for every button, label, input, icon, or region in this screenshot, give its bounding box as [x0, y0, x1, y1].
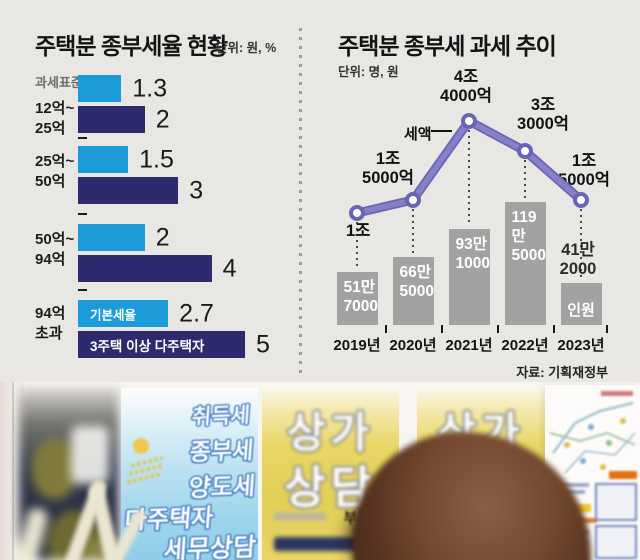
right-chart-title: 주택분 종부세 과세 추이 [338, 33, 557, 59]
tax-trend-chart: 51만 7000 2019년 1조 66만 5000 2020년 1조 5000억 93만 1000… [333, 68, 610, 354]
year-label: 2023년 [557, 337, 605, 354]
tax-point-marker [461, 113, 477, 129]
people-bar-value: 51만 7000 [343, 279, 378, 315]
tax-point-marker [573, 192, 589, 208]
tax-value-label: 4조 4000억 [440, 68, 492, 105]
year-label: 2019년 [333, 337, 381, 354]
group-tick [78, 137, 87, 139]
multi-owner-bar [78, 255, 212, 282]
people-bar-value: 66만 5000 [399, 264, 434, 300]
legend-multi-owner: 3주택 이상 다주택자 [90, 338, 205, 354]
bar-series-label: 인원 [567, 302, 595, 319]
basic-rate-value: 2.7 [179, 299, 214, 328]
group-tick [78, 289, 87, 291]
poster-a-line1: 상가 [286, 409, 375, 456]
people-bar: 인원 [560, 283, 602, 325]
basic-rate-bar [78, 75, 122, 102]
basic-rate-value: 2 [155, 223, 170, 252]
basic-rate-bar [78, 146, 129, 173]
multi-owner-value: 3 [189, 176, 204, 205]
multi-owner-value: 2 [155, 105, 170, 134]
poster-line-acquisition-tax: 취득세 [191, 403, 251, 430]
left-chart-title: 주택분 종부세율 현황 [35, 33, 228, 59]
tax-consulting-poster: 취득세 종부세 양도세 다주택자 세무상담 [121, 388, 258, 560]
year-label: 2020년 [389, 337, 437, 354]
poster-line-jongbu-tax: 종부세 [188, 436, 254, 466]
axis-tick [497, 325, 499, 333]
line-series-pointer [431, 130, 452, 132]
tax-value-label: 1조 5000억 [558, 152, 610, 189]
left-chart-unit: 단위: 원, % [216, 41, 277, 55]
panel-divider [299, 28, 302, 374]
source-credit: 자료: 기획재정부 [516, 365, 608, 380]
basic-rate-bar: 기본세율 [78, 300, 169, 327]
people-bar-value: 119만 5000 [511, 209, 546, 264]
group-label: 25억~ 50억 [35, 153, 75, 190]
multi-owner-bar [78, 106, 145, 133]
axis-tick [385, 325, 387, 333]
year-label: 2022년 [501, 337, 549, 354]
tax-rate-bar-chart: 1.3 2 12억~ 25억 1.5 3 25억~ 50억 2 4 50억~ 94억 기본세율 3주택 이… [0, 0, 300, 382]
people-bar: 93만 1000 [448, 229, 490, 325]
line-series-label: 세액 [404, 126, 432, 143]
tax-amount-line [349, 113, 589, 280]
year-label: 2021년 [445, 337, 493, 354]
tax-point-marker [517, 143, 533, 159]
people-bar-value: 93만 1000 [455, 236, 490, 272]
left-chart-axis-label: 과세표준 [35, 75, 83, 90]
axis-tick [606, 325, 608, 333]
tax-value-label: 3조 3000억 [517, 96, 569, 133]
wall-edge [12, 382, 14, 560]
axis-tick [441, 325, 443, 333]
infographic-area: 주택분 종부세율 현황 단위: 원, % 과세표준 1.3 2 12억~ 25억 1.5… [0, 0, 610, 382]
tax-point-marker [405, 192, 421, 208]
multi-owner-bar: 3주택 이상 다주택자 [78, 331, 245, 358]
basic-rate-value: 1.3 [132, 74, 168, 103]
basic-rate-bar [78, 224, 145, 251]
basic-rate-value: 1.5 [139, 145, 174, 174]
people-bar: 51만 7000 [336, 272, 378, 325]
group-tick [78, 213, 87, 215]
people-bar: 119만 5000 [504, 202, 546, 325]
storefront-photo: 취득세 종부세 양도세 다주택자 세무상담 상가 상담 부동산 상가 [0, 382, 640, 560]
right-chart-unit: 단위: 명, 원 [338, 65, 399, 79]
poster-line-tax-consult: 세무상담 [162, 533, 257, 560]
coin-icon [133, 438, 149, 454]
people-value-above: 41만 2000 [559, 241, 597, 278]
multi-owner-bar [78, 177, 179, 204]
group-label: 50억~ 94억 [35, 231, 75, 268]
legend-basic-rate: 기본세율 [90, 308, 137, 322]
tax-value-label: 1조 5000억 [362, 150, 414, 187]
group-label: 94억 초과 [35, 305, 66, 342]
axis-tick [553, 325, 555, 333]
group-label: 12억~ 25억 [35, 100, 75, 137]
multi-owner-value: 5 [256, 330, 270, 359]
tax-point-marker [349, 205, 365, 221]
tax-value-label: 1조 [346, 222, 371, 240]
multi-owner-value: 4 [222, 254, 237, 283]
people-bar: 66만 5000 [392, 257, 434, 325]
